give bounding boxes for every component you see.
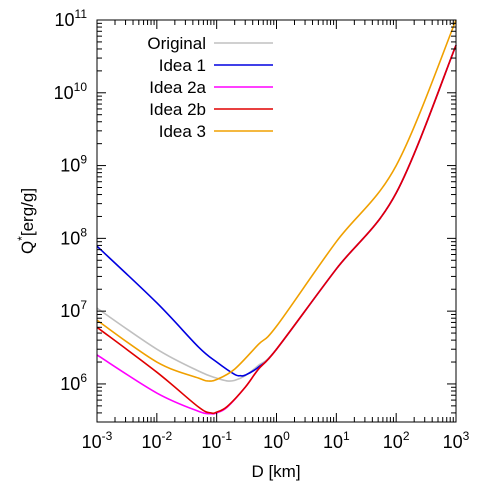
x-tick-label: 100 [263, 429, 290, 452]
series-line-idea-2b [96, 44, 457, 415]
legend-label-idea-3: Idea 3 [159, 122, 206, 141]
series-line-idea-3 [96, 19, 457, 382]
x-tick-label: 10-1 [201, 429, 232, 452]
axis-ticks [96, 20, 457, 423]
x-tick-label: 101 [323, 429, 350, 452]
legend-label-idea-2a: Idea 2a [149, 78, 206, 97]
y-tick-label: 109 [60, 153, 87, 176]
x-tick-label: 10-2 [141, 429, 172, 452]
legend-label-original: Original [147, 34, 206, 53]
plot-area [96, 19, 457, 415]
legend: Original Idea 1 Idea 2a Idea 2b Idea 3 [147, 34, 273, 141]
x-tick-label: 10-3 [82, 429, 113, 452]
x-axis-tick-labels: 10-3 10-2 10-1 100 101 102 103 [82, 429, 470, 452]
y-axis-label: Q*[erg/g] [15, 188, 37, 254]
y-tick-label: 108 [60, 225, 87, 248]
y-tick-label: 1010 [54, 80, 88, 103]
y-tick-label: 107 [60, 298, 87, 321]
y-axis-tick-labels: 106 107 108 109 1010 1011 [54, 7, 88, 394]
y-tick-label: 1011 [55, 7, 88, 30]
x-tick-label: 103 [443, 429, 470, 452]
legend-label-idea-2b: Idea 2b [149, 100, 206, 119]
x-axis-label: D [km] [251, 462, 300, 481]
legend-label-idea-1: Idea 1 [159, 56, 206, 75]
x-tick-label: 102 [383, 429, 410, 452]
y-tick-label: 106 [60, 371, 87, 394]
